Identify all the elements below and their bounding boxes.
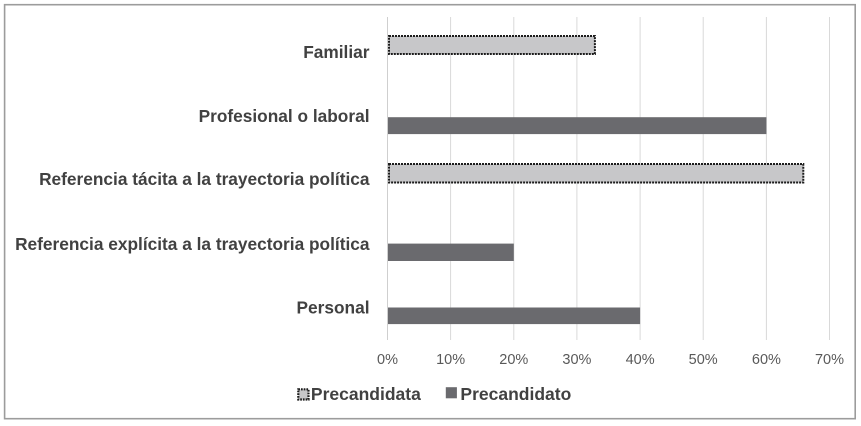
svg-text:70%: 70% — [815, 352, 844, 368]
svg-text:Referencia explícita a la tray: Referencia explícita a la trayectoria po… — [15, 234, 370, 254]
svg-text:Personal: Personal — [297, 297, 370, 317]
svg-text:Familiar: Familiar — [303, 42, 370, 62]
svg-text:40%: 40% — [626, 352, 655, 368]
svg-text:Precandidata: Precandidata — [311, 384, 421, 404]
svg-text:50%: 50% — [689, 352, 718, 368]
svg-text:Profesional o laboral: Profesional o laboral — [199, 106, 370, 126]
svg-text:Precandidato: Precandidato — [460, 384, 571, 404]
svg-text:20%: 20% — [499, 352, 528, 368]
svg-text:60%: 60% — [752, 352, 781, 368]
svg-text:0%: 0% — [377, 352, 398, 368]
svg-text:Referencia tácita a la trayect: Referencia tácita a la trayectoria polít… — [39, 169, 370, 189]
svg-text:10%: 10% — [436, 352, 465, 368]
svg-text:30%: 30% — [562, 352, 591, 368]
